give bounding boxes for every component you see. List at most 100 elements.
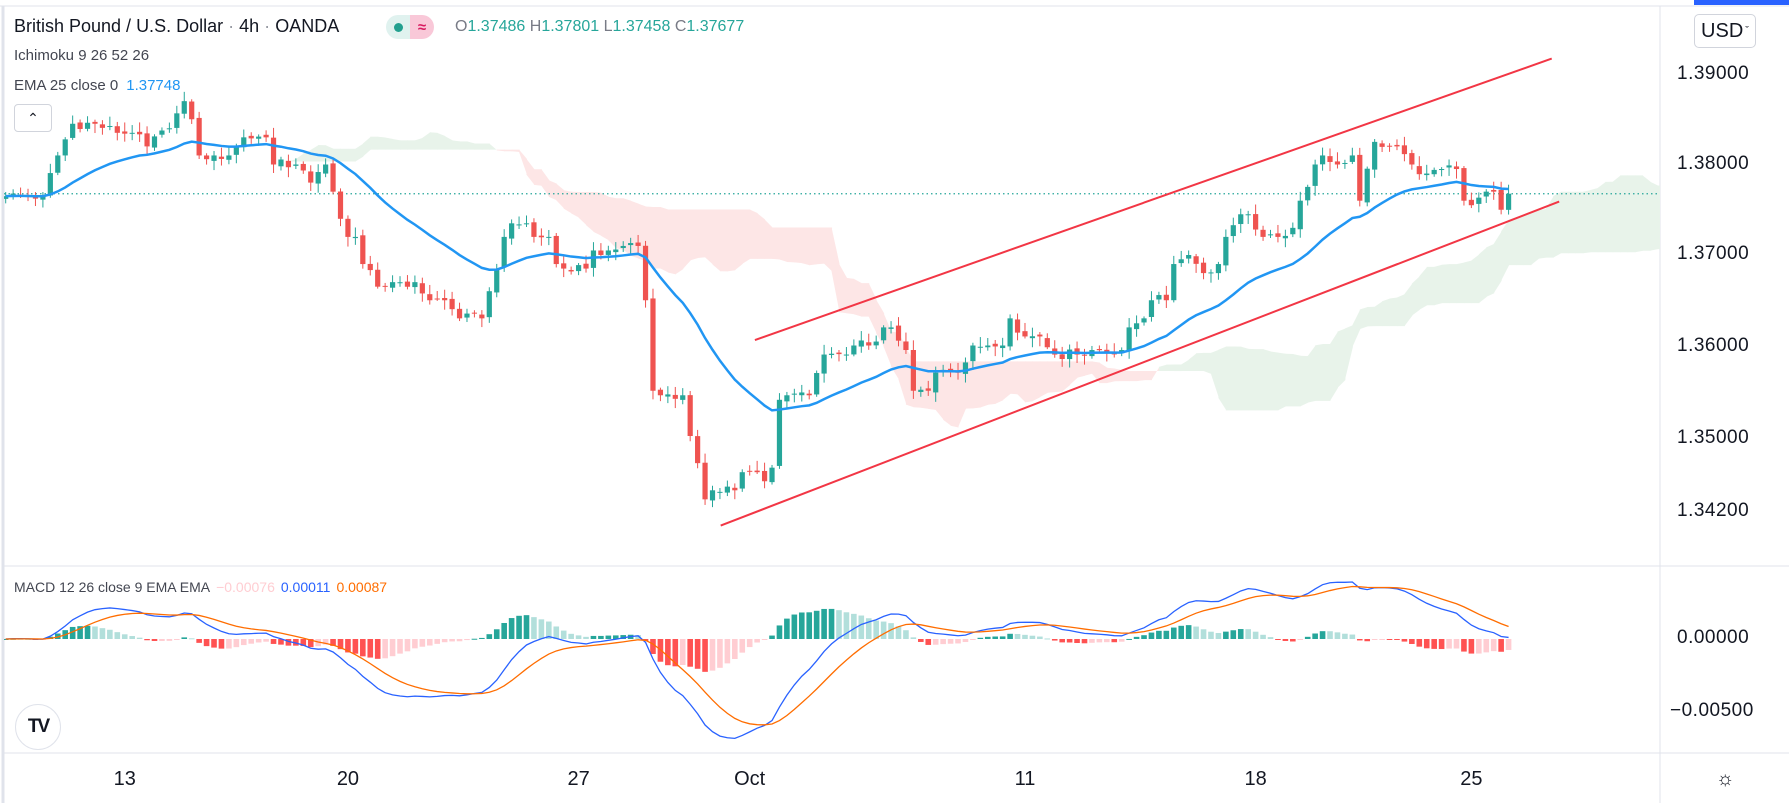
candle <box>1000 337 1006 358</box>
ichimoku-cloud-segment <box>846 277 855 315</box>
candle-body <box>575 265 582 272</box>
candle-body <box>1059 354 1065 360</box>
candle-body <box>203 155 210 160</box>
macd-value: 0.00011 <box>280 579 331 595</box>
market-open-dot-icon[interactable] <box>386 15 410 39</box>
candle <box>672 386 678 409</box>
ichimoku-cloud-segment <box>318 145 327 162</box>
candle <box>1126 318 1132 359</box>
macd-histogram-bar <box>635 635 641 639</box>
macd-histogram-bar <box>918 639 924 642</box>
macd-histogram-bar <box>1163 630 1170 639</box>
macd-histogram-bar <box>1431 639 1437 649</box>
candle-body <box>977 346 983 348</box>
candle-body <box>62 139 68 156</box>
symbol-name[interactable]: British Pound / U.S. Dollar <box>14 16 224 36</box>
candle-body <box>352 236 358 239</box>
candle-body <box>181 101 187 114</box>
macd-histogram-bar <box>1438 639 1445 650</box>
ichimoku-cloud-segment <box>1434 264 1443 306</box>
channel-upper-line <box>754 57 1553 342</box>
ichimoku-cloud-segment <box>1344 325 1353 381</box>
ichimoku-cloud-segment <box>1568 191 1577 254</box>
ichimoku-cloud-segment <box>571 191 580 218</box>
market-status-badges[interactable]: ≈ <box>386 15 434 39</box>
macd-histogram-bar <box>1059 639 1065 643</box>
candle <box>1379 140 1385 152</box>
candle <box>479 310 485 328</box>
candle-body <box>1327 156 1333 162</box>
candle-body <box>397 282 403 284</box>
candle <box>389 275 396 293</box>
macd-histogram-bar <box>1089 639 1095 643</box>
candle <box>1200 257 1207 280</box>
candle-body <box>293 164 299 166</box>
candle <box>642 240 649 308</box>
candle <box>1223 229 1229 272</box>
ichimoku-cloud-segment <box>1642 175 1651 251</box>
macd-histogram-bar <box>538 619 545 639</box>
interval[interactable]: 4h <box>239 16 260 36</box>
ichimoku-cloud-segment <box>1233 346 1242 411</box>
tradingview-logo[interactable]: TV <box>15 704 61 750</box>
macd-histogram-bar <box>1066 639 1073 643</box>
ichimoku-cloud-segment <box>1620 175 1629 253</box>
candle <box>211 150 217 171</box>
candle-body <box>1416 166 1422 175</box>
candle <box>241 129 247 152</box>
candle-body <box>77 122 83 129</box>
ichimoku-cloud-segment <box>251 161 260 173</box>
candle <box>516 216 522 230</box>
candle <box>203 153 210 165</box>
candle <box>918 386 924 397</box>
ichimoku-cloud-segment <box>1627 175 1636 253</box>
candle <box>32 192 39 207</box>
macd-histogram-bar <box>598 635 604 639</box>
settings-sun-icon[interactable]: ☼ <box>1716 768 1735 790</box>
top-accent-bar <box>1694 0 1789 5</box>
trend-channel[interactable] <box>720 57 1560 527</box>
candle <box>55 151 61 176</box>
macd-histogram-bar <box>1275 639 1281 640</box>
currency-button[interactable]: USD ˇ <box>1694 14 1756 48</box>
candle <box>1178 250 1184 267</box>
candle-body <box>1186 255 1192 259</box>
macd-histogram-bar <box>129 636 135 639</box>
macd-histogram-bar <box>1051 639 1058 641</box>
ichimoku-cloud-segment <box>861 283 870 317</box>
candle <box>1111 343 1117 358</box>
ema-value: 1.37748 <box>126 77 181 94</box>
ichimoku-cloud-segment <box>1508 216 1517 266</box>
macd-histogram-bar <box>240 639 247 646</box>
ichimoku-cloud-segment <box>1404 283 1413 327</box>
collapse-legend-button[interactable]: ⌃ <box>14 104 52 132</box>
candle-body <box>873 341 879 346</box>
candle <box>1312 159 1318 196</box>
candle-body <box>1230 225 1236 237</box>
candle-body <box>754 470 760 473</box>
candle <box>1186 250 1192 264</box>
ema-legend[interactable]: EMA 25 close 0 1.37748 <box>14 77 181 94</box>
candle <box>1468 192 1474 209</box>
candle-body <box>1215 264 1222 274</box>
ichimoku-legend[interactable]: Ichimoku 9 26 52 26 <box>14 47 150 64</box>
wave-icon[interactable]: ≈ <box>410 15 434 39</box>
candle-body <box>40 196 46 200</box>
candle <box>1342 159 1348 169</box>
ichimoku-cloud-segment <box>1188 353 1197 372</box>
ichimoku-cloud-segment <box>511 149 520 153</box>
macd-histogram-bar <box>233 639 240 648</box>
macd-histogram-bar <box>754 639 760 643</box>
macd-histogram-bar <box>1386 639 1393 640</box>
ichimoku-cloud-segment <box>853 278 862 317</box>
candle-body <box>1334 161 1341 165</box>
ichimoku-cloud-segment <box>1330 331 1338 401</box>
macd-line <box>5 581 1509 740</box>
candle <box>747 465 753 476</box>
macd-legend[interactable]: MACD 12 26 close 9 EMA EMA −0.00076 0.0001… <box>14 579 388 595</box>
candle-body <box>174 113 180 128</box>
candle <box>367 255 373 276</box>
macd-histogram-bar <box>784 618 790 639</box>
macd-histogram-bar <box>679 639 686 665</box>
